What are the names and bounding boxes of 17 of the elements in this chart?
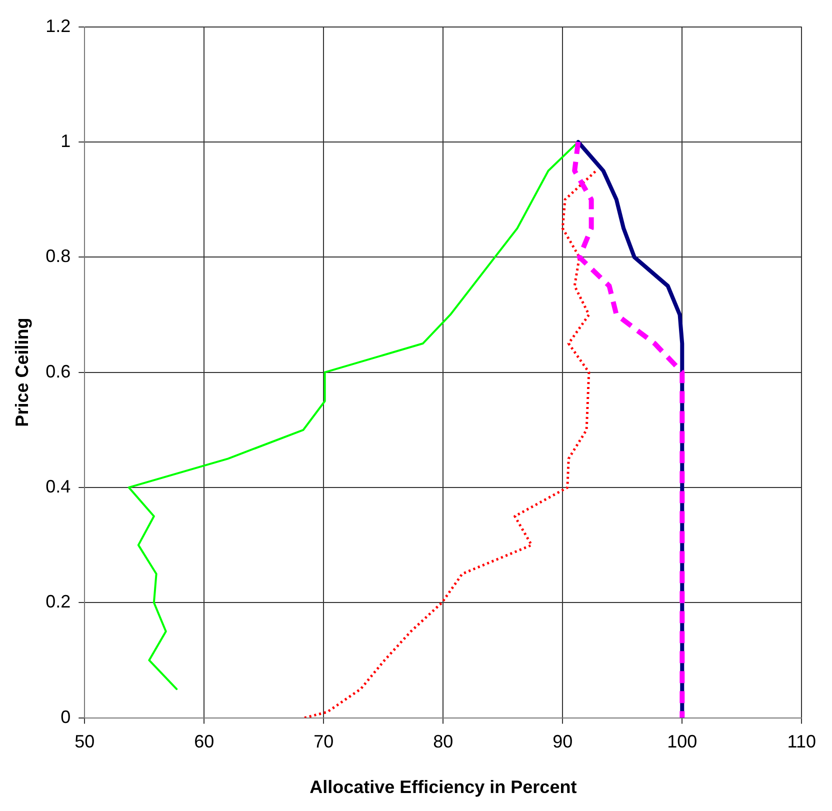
x-tick-label: 110 [787,732,816,752]
x-tick-label: 70 [314,732,334,752]
y-tick-label: 0.8 [46,246,71,266]
x-tick-label: 100 [667,732,698,752]
y-tick-label: 0.4 [46,476,71,496]
y-tick-label: 0 [60,706,71,727]
y-tick-label: 0.6 [46,361,71,382]
x-tick-label: 60 [194,732,214,752]
y-axis-title: Price Ceiling [12,318,32,427]
x-axis-title: Allocative Efficiency in Percent [310,777,577,798]
x-tick-label: 50 [74,732,95,752]
line-series [303,170,598,718]
y-tick-label: 0.2 [46,592,71,612]
x-tick-label: 90 [552,732,573,752]
y-tick-label: 1 [60,130,71,151]
y-tick-label: 1.2 [46,16,71,36]
x-tick-label: 80 [433,732,454,752]
